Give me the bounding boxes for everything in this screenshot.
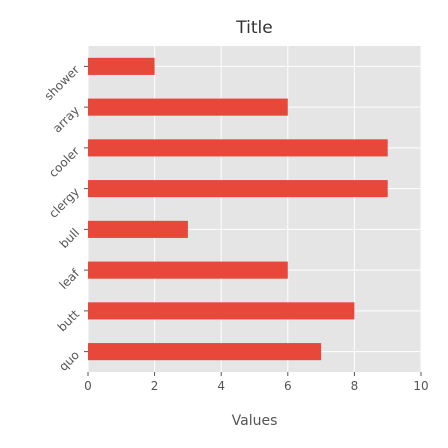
plot-area <box>88 46 421 372</box>
x-tick-label: 6 <box>284 379 292 393</box>
bar-leaf <box>88 261 288 279</box>
y-tick-label: bull <box>57 226 82 251</box>
bar-butt <box>88 302 355 320</box>
x-tick-label: 2 <box>151 379 159 393</box>
x-tick-labels: 0 2 4 6 8 10 <box>84 372 429 393</box>
bar-cooler <box>88 139 388 157</box>
y-tick-label: butt <box>55 307 83 335</box>
bar-clergy <box>88 180 388 198</box>
chart-title: Title <box>235 18 272 38</box>
bar-quo <box>88 343 322 361</box>
y-tick-label: array <box>50 103 82 135</box>
bar-shower <box>88 57 155 75</box>
x-tick-label: 8 <box>351 379 359 393</box>
x-tick-label: 0 <box>84 379 92 393</box>
x-tick-label: 10 <box>413 379 428 393</box>
y-tick-label: clergy <box>46 185 82 221</box>
y-tick-label: cooler <box>46 144 82 180</box>
x-axis-label: Values <box>232 413 278 429</box>
bar-array <box>88 98 288 116</box>
y-tick-label: shower <box>42 63 83 104</box>
bars <box>88 57 388 361</box>
bar-bull <box>88 220 188 238</box>
y-tick-label: leaf <box>56 266 82 292</box>
y-tick-label: quo <box>56 348 82 374</box>
x-tick-label: 4 <box>217 379 225 393</box>
